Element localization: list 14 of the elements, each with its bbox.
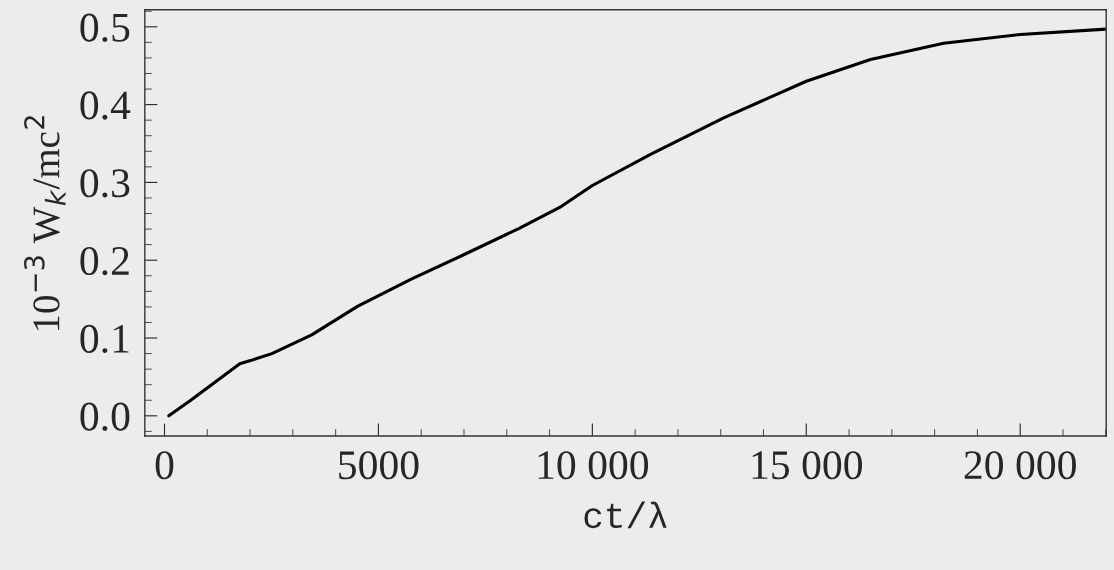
x-tick-label: 10 000 (538, 451, 649, 480)
line-series (167, 27, 1107, 418)
x-tick-label: 15 000 (752, 451, 862, 480)
y-axis-title: 10$^{−3}$ W$_{k}$/mc$^{2}$ (24, 116, 66, 331)
x-tick-label: 20 000 (964, 451, 1076, 480)
y-tick-label: 0.3 (80, 169, 130, 198)
x-tick-label: 5000 (339, 451, 419, 480)
y-tick-label: 0.1 (80, 324, 129, 354)
y-tick-label: 0.0 (80, 402, 130, 431)
y-tick-label: 0.2 (80, 246, 129, 276)
y-tick-label: 0.4 (80, 91, 131, 120)
x-axis-title: ct/λ (584, 501, 667, 529)
y-tick-label: 0.5 (80, 13, 130, 42)
x-tick-label: 0 (155, 451, 174, 480)
